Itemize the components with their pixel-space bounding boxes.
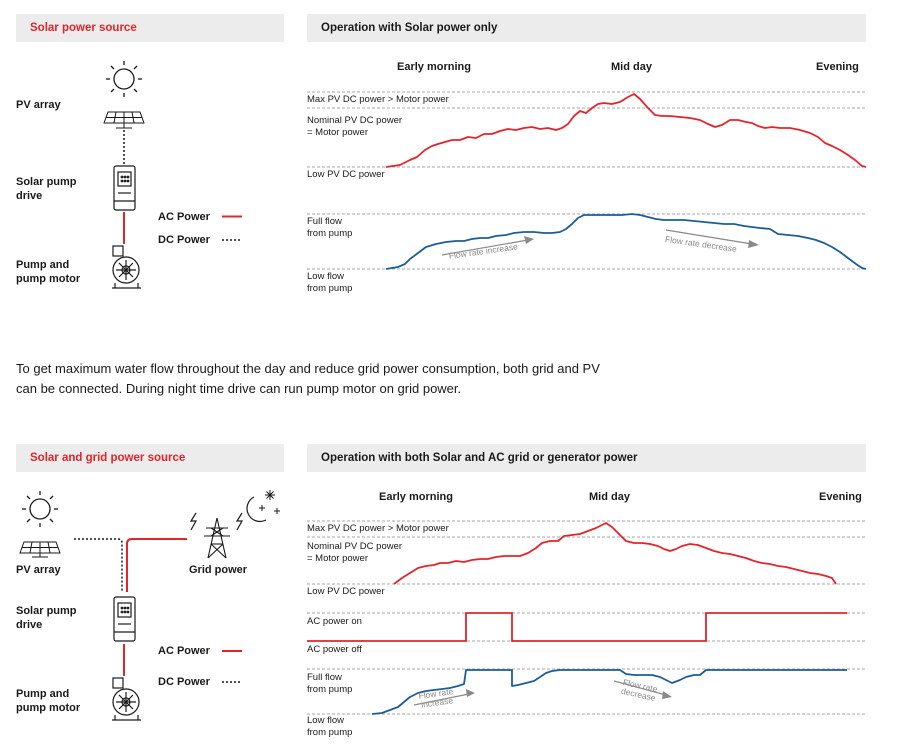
y-label-full-flow: Full flow from pump [307,672,353,695]
pump-motor-icon [112,677,141,721]
solar-panel-icon [103,111,145,129]
flow-curve [371,669,847,715]
y-label-full-flow: Full flow from pump [307,216,353,239]
ac-power-curve [307,612,847,642]
solar-panel-icon [19,541,61,558]
description-paragraph: To get maximum water flow throughout the… [16,361,600,396]
solar-source-title: Solar power source [30,22,137,34]
flow-increase-arrow [441,236,534,256]
pv-array-label: PV array [16,564,61,576]
pv-power-curve [393,522,837,585]
grid-tower-icon [204,517,230,559]
solar-chart-header: Operation with Solar power only [307,14,866,42]
solar-source-header: Solar power source [16,14,284,42]
time-early-morning: Early morning [397,61,471,73]
sun-icon [106,61,142,97]
solar-only-chart [307,91,867,270]
solar-grid-chart-title: Operation with both Solar and AC grid or… [321,452,638,464]
flow-decrease-arrow [665,229,759,248]
ac-power-legend: AC Power [158,211,210,223]
y-label-ac-on: AC power on [307,616,362,627]
drive-icon [113,596,136,642]
y-label-nominal-pv: Nominal PV DC power = Motor power [307,115,403,138]
y-label-low-flow: Low flow from pump [307,715,353,738]
flow-increase-arrow [413,689,475,706]
solar-grid-source-header: Solar and grid power source [16,444,284,472]
time-evening: Evening [819,491,862,503]
lightning-icon [189,512,198,531]
dc-power-legend: DC Power [158,676,210,688]
flow-curve [385,213,867,270]
y-label-max-pv: Max PV DC power > Motor power [307,523,449,534]
ac-power-legend: AC Power [158,645,210,657]
drive-label: Solar pump drive [16,176,77,202]
time-evening: Evening [816,61,859,73]
drive-icon [113,165,136,211]
pv-power-curve [385,93,867,168]
y-label-nominal-pv: Nominal PV DC power = Motor power [307,541,403,564]
solar-grid-source-title: Solar and grid power source [30,452,186,464]
grid-power-label: Grid power [189,564,248,576]
drive-label: Solar pump drive [16,605,77,631]
stars-icon [259,490,280,514]
dc-power-legend: DC Power [158,234,210,246]
motor-label: Pump and pump motor [16,259,81,285]
solar-grid-chart-header: Operation with both Solar and AC grid or… [307,444,866,472]
y-label-low-pv: Low PV DC power [307,169,385,180]
flow-decrease-arrow [613,680,672,699]
y-label-max-pv: Max PV DC power > Motor power [307,94,449,105]
sun-icon [22,491,58,527]
time-mid-day: Mid day [611,61,652,73]
time-early-morning: Early morning [379,491,453,503]
time-mid-day: Mid day [589,491,630,503]
y-label-low-pv: Low PV DC power [307,586,385,597]
solar-grid-system-diagram [19,490,280,721]
pv-array-label: PV array [16,99,61,111]
lightning-icon-2 [235,512,244,531]
y-label-ac-off: AC power off [307,644,362,655]
motor-label: Pump and pump motor [16,688,81,714]
y-label-low-flow: Low flow from pump [307,271,353,294]
solar-chart-title: Operation with Solar power only [321,22,498,34]
pump-motor-icon [112,245,141,289]
moon-icon [246,496,267,523]
solar-system-diagram [103,61,242,289]
